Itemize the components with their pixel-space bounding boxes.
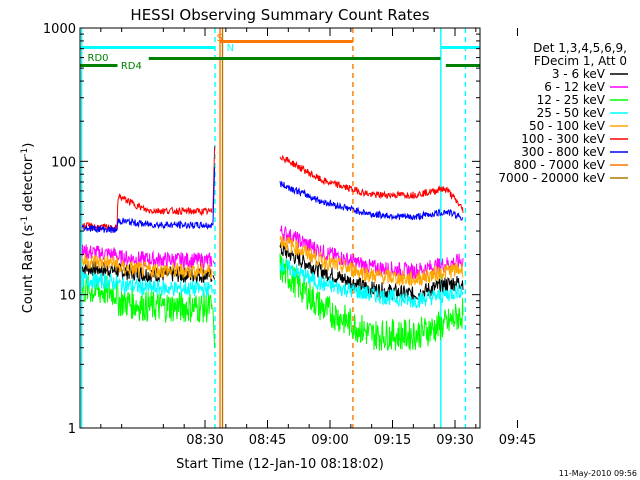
- flag-label-rd4: RD4: [121, 61, 142, 72]
- legend-header-line-2: FDecim 1, Att 0: [534, 54, 627, 68]
- series-spike: [212, 260, 216, 265]
- y-tick-label: 100: [51, 155, 76, 170]
- legend-entry-label: 800 - 7000 keV: [514, 158, 606, 172]
- series-line-segment: [81, 253, 213, 281]
- legend-entry-label: 3 - 6 keV: [552, 67, 606, 81]
- series-line-segment: [81, 271, 213, 298]
- flag-label-s: S: [217, 33, 223, 44]
- legend: Det 1,3,4,5,6,9, FDecim 1, Att 0 3 - 6 k…: [498, 41, 628, 185]
- x-tick-label: 09:15: [374, 433, 411, 448]
- legend-entry-label: 7000 - 20000 keV: [498, 171, 605, 185]
- night-flag-bar: [80, 46, 215, 49]
- x-axis-label: Start Time (12-Jan-10 08:18:02): [176, 457, 384, 472]
- series-3: [81, 258, 464, 309]
- x-tick-label: 08:45: [249, 433, 286, 448]
- series-line-segment: [279, 253, 464, 351]
- series-spike: [212, 271, 216, 276]
- date-stamp: 11-May-2010 09:56: [559, 469, 637, 478]
- series-spike: [212, 167, 216, 226]
- series-layer: [81, 146, 464, 351]
- x-tick-label: 09:30: [436, 433, 473, 448]
- series-line-segment: [81, 217, 213, 234]
- series-spike: [212, 288, 216, 295]
- y-axis-label: Count Rate (s-1 detector-1): [20, 143, 36, 314]
- series-line-segment: [279, 258, 464, 309]
- legend-entry-label: 25 - 50 keV: [537, 106, 606, 120]
- series-line-segment: [279, 235, 464, 287]
- rd0-flag-bar: [80, 64, 118, 67]
- y-tick-label: 10: [59, 289, 76, 304]
- legend-entry-label: 300 - 800 keV: [521, 145, 605, 159]
- legend-entry-label: 12 - 25 keV: [537, 93, 606, 107]
- series-line-segment: [279, 154, 464, 213]
- x-tick-label: 09:45: [499, 433, 536, 448]
- x-tick-label: 08:30: [186, 433, 223, 448]
- legend-entry-label: 100 - 300 keV: [521, 132, 605, 146]
- series-line-segment: [81, 193, 213, 233]
- plot-area: [80, 28, 467, 428]
- night-flag-bar: [440, 46, 480, 49]
- series-spike: [212, 307, 216, 348]
- series-4: [81, 235, 464, 287]
- rd0-flag-bar: [445, 64, 480, 67]
- plot-frame: [79, 27, 481, 429]
- x-tick-label: 09:00: [311, 433, 348, 448]
- series-2: [81, 253, 464, 351]
- legend-entry-label: 50 - 100 keV: [529, 119, 606, 133]
- series-line-segment: [279, 180, 464, 221]
- saa-flag-bar: [220, 40, 353, 43]
- y-tick-label: 1000: [43, 22, 76, 37]
- y-tick-label: 1: [68, 422, 76, 437]
- legend-entry-label: 6 - 12 keV: [544, 80, 606, 94]
- series-6: [81, 167, 464, 234]
- rd4-flag-bar: [148, 57, 441, 60]
- axis-ticks: 1 10 100 1000 08:30 08:45 09:00 09:15 09:30 09:45: [43, 22, 536, 448]
- series-line-segment: [81, 274, 213, 323]
- series-spike: [212, 275, 216, 280]
- flag-bars: SN RD0 RD4: [80, 33, 480, 72]
- flag-label-rd0: RD0: [88, 53, 109, 64]
- flag-label-n: N: [227, 43, 234, 54]
- legend-header-line-1: Det 1,3,4,5,6,9,: [533, 41, 627, 55]
- chart-title: HESSI Observing Summary Count Rates: [130, 6, 429, 24]
